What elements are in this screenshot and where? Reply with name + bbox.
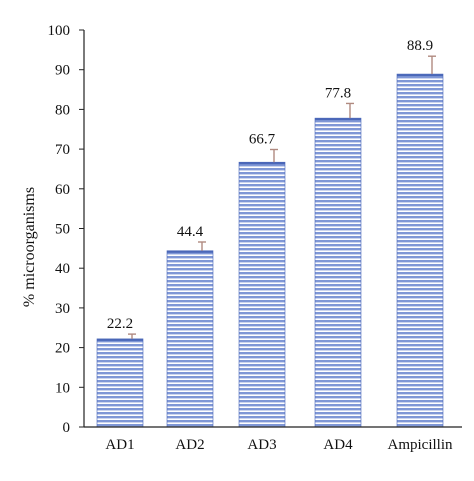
y-tick-label: 70: [55, 142, 70, 158]
bars: 22.2 44.4 66.7 77.8 88.9: [96, 38, 444, 428]
y-axis-label: % microorganisms: [21, 187, 38, 307]
data-label: 77.8: [325, 85, 351, 101]
y-tick-label: 90: [55, 63, 70, 79]
y-tick-label: 50: [55, 222, 70, 238]
x-tick-label: Ampicillin: [388, 437, 453, 453]
bar-ad1: [96, 338, 144, 428]
x-tick-label: AD1: [105, 437, 134, 453]
x-tick-label: AD4: [323, 437, 353, 453]
data-label: 22.2: [107, 316, 133, 332]
y-tick-label: 10: [55, 380, 70, 396]
data-label: 88.9: [407, 38, 433, 54]
bar-ad4: [314, 117, 362, 428]
y-tick-label: 30: [55, 301, 70, 317]
bar-ad2: [166, 250, 214, 428]
y-tick-label: 40: [55, 261, 70, 277]
y-tick-label: 60: [55, 182, 70, 198]
x-tick-label: AD2: [175, 437, 204, 453]
y-tick-label: 0: [63, 420, 71, 436]
y-tick-label: 100: [48, 23, 71, 39]
y-tick-label: 20: [55, 341, 70, 357]
y-tick-label: 80: [55, 102, 70, 118]
y-axis: 0 10 20 30 40 50 60 70 80 90 100: [48, 23, 85, 436]
bar-ad3: [238, 161, 286, 428]
x-tick-label: AD3: [247, 437, 276, 453]
data-label: 66.7: [249, 131, 276, 147]
data-label: 44.4: [177, 224, 204, 240]
x-axis: AD1 AD2 AD3 AD4 Ampicillin: [84, 426, 462, 453]
bar-ampicillin: [396, 73, 444, 428]
